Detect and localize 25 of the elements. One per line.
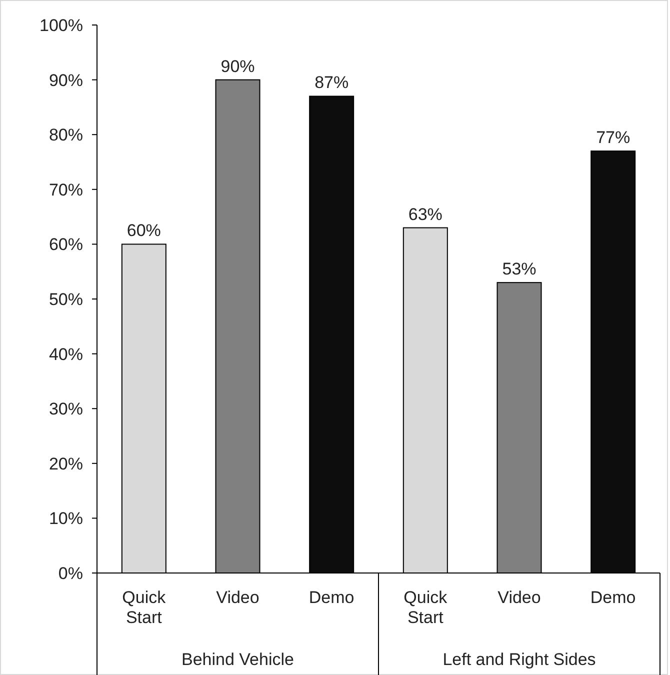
y-tick-label: 70% [48,180,83,200]
y-tick-label: 50% [48,290,83,309]
y-tick-label: 80% [48,126,83,145]
text: Demo [308,588,354,607]
y-tick-label: 40% [48,344,83,364]
y-tick-label: 90% [48,70,83,90]
data-label: 63% [408,204,442,224]
x-tick-label: Left and Right Sides [442,650,596,669]
y-tick-label: 30% [48,400,83,419]
data-label: 60% [126,221,161,240]
data-label: 53% [502,260,536,279]
data-label: 90% [220,56,255,76]
text: Quick Start [404,588,448,627]
series-label: Video [216,588,260,607]
y-tick-label: 20% [48,454,83,474]
data-label: 87% [314,73,349,92]
y-tick-label: 60% [48,235,83,254]
text: Video [498,588,541,607]
data-label: 77% [596,128,630,148]
y-tick-label: 100% [40,16,83,35]
series-label: Quick Start [122,588,166,627]
y-tick-label: 10% [48,509,83,528]
y-tick-label: 0% [58,564,83,583]
x-tick-label: Behind Vehicle [182,650,294,669]
series-label: Demo [590,588,636,607]
